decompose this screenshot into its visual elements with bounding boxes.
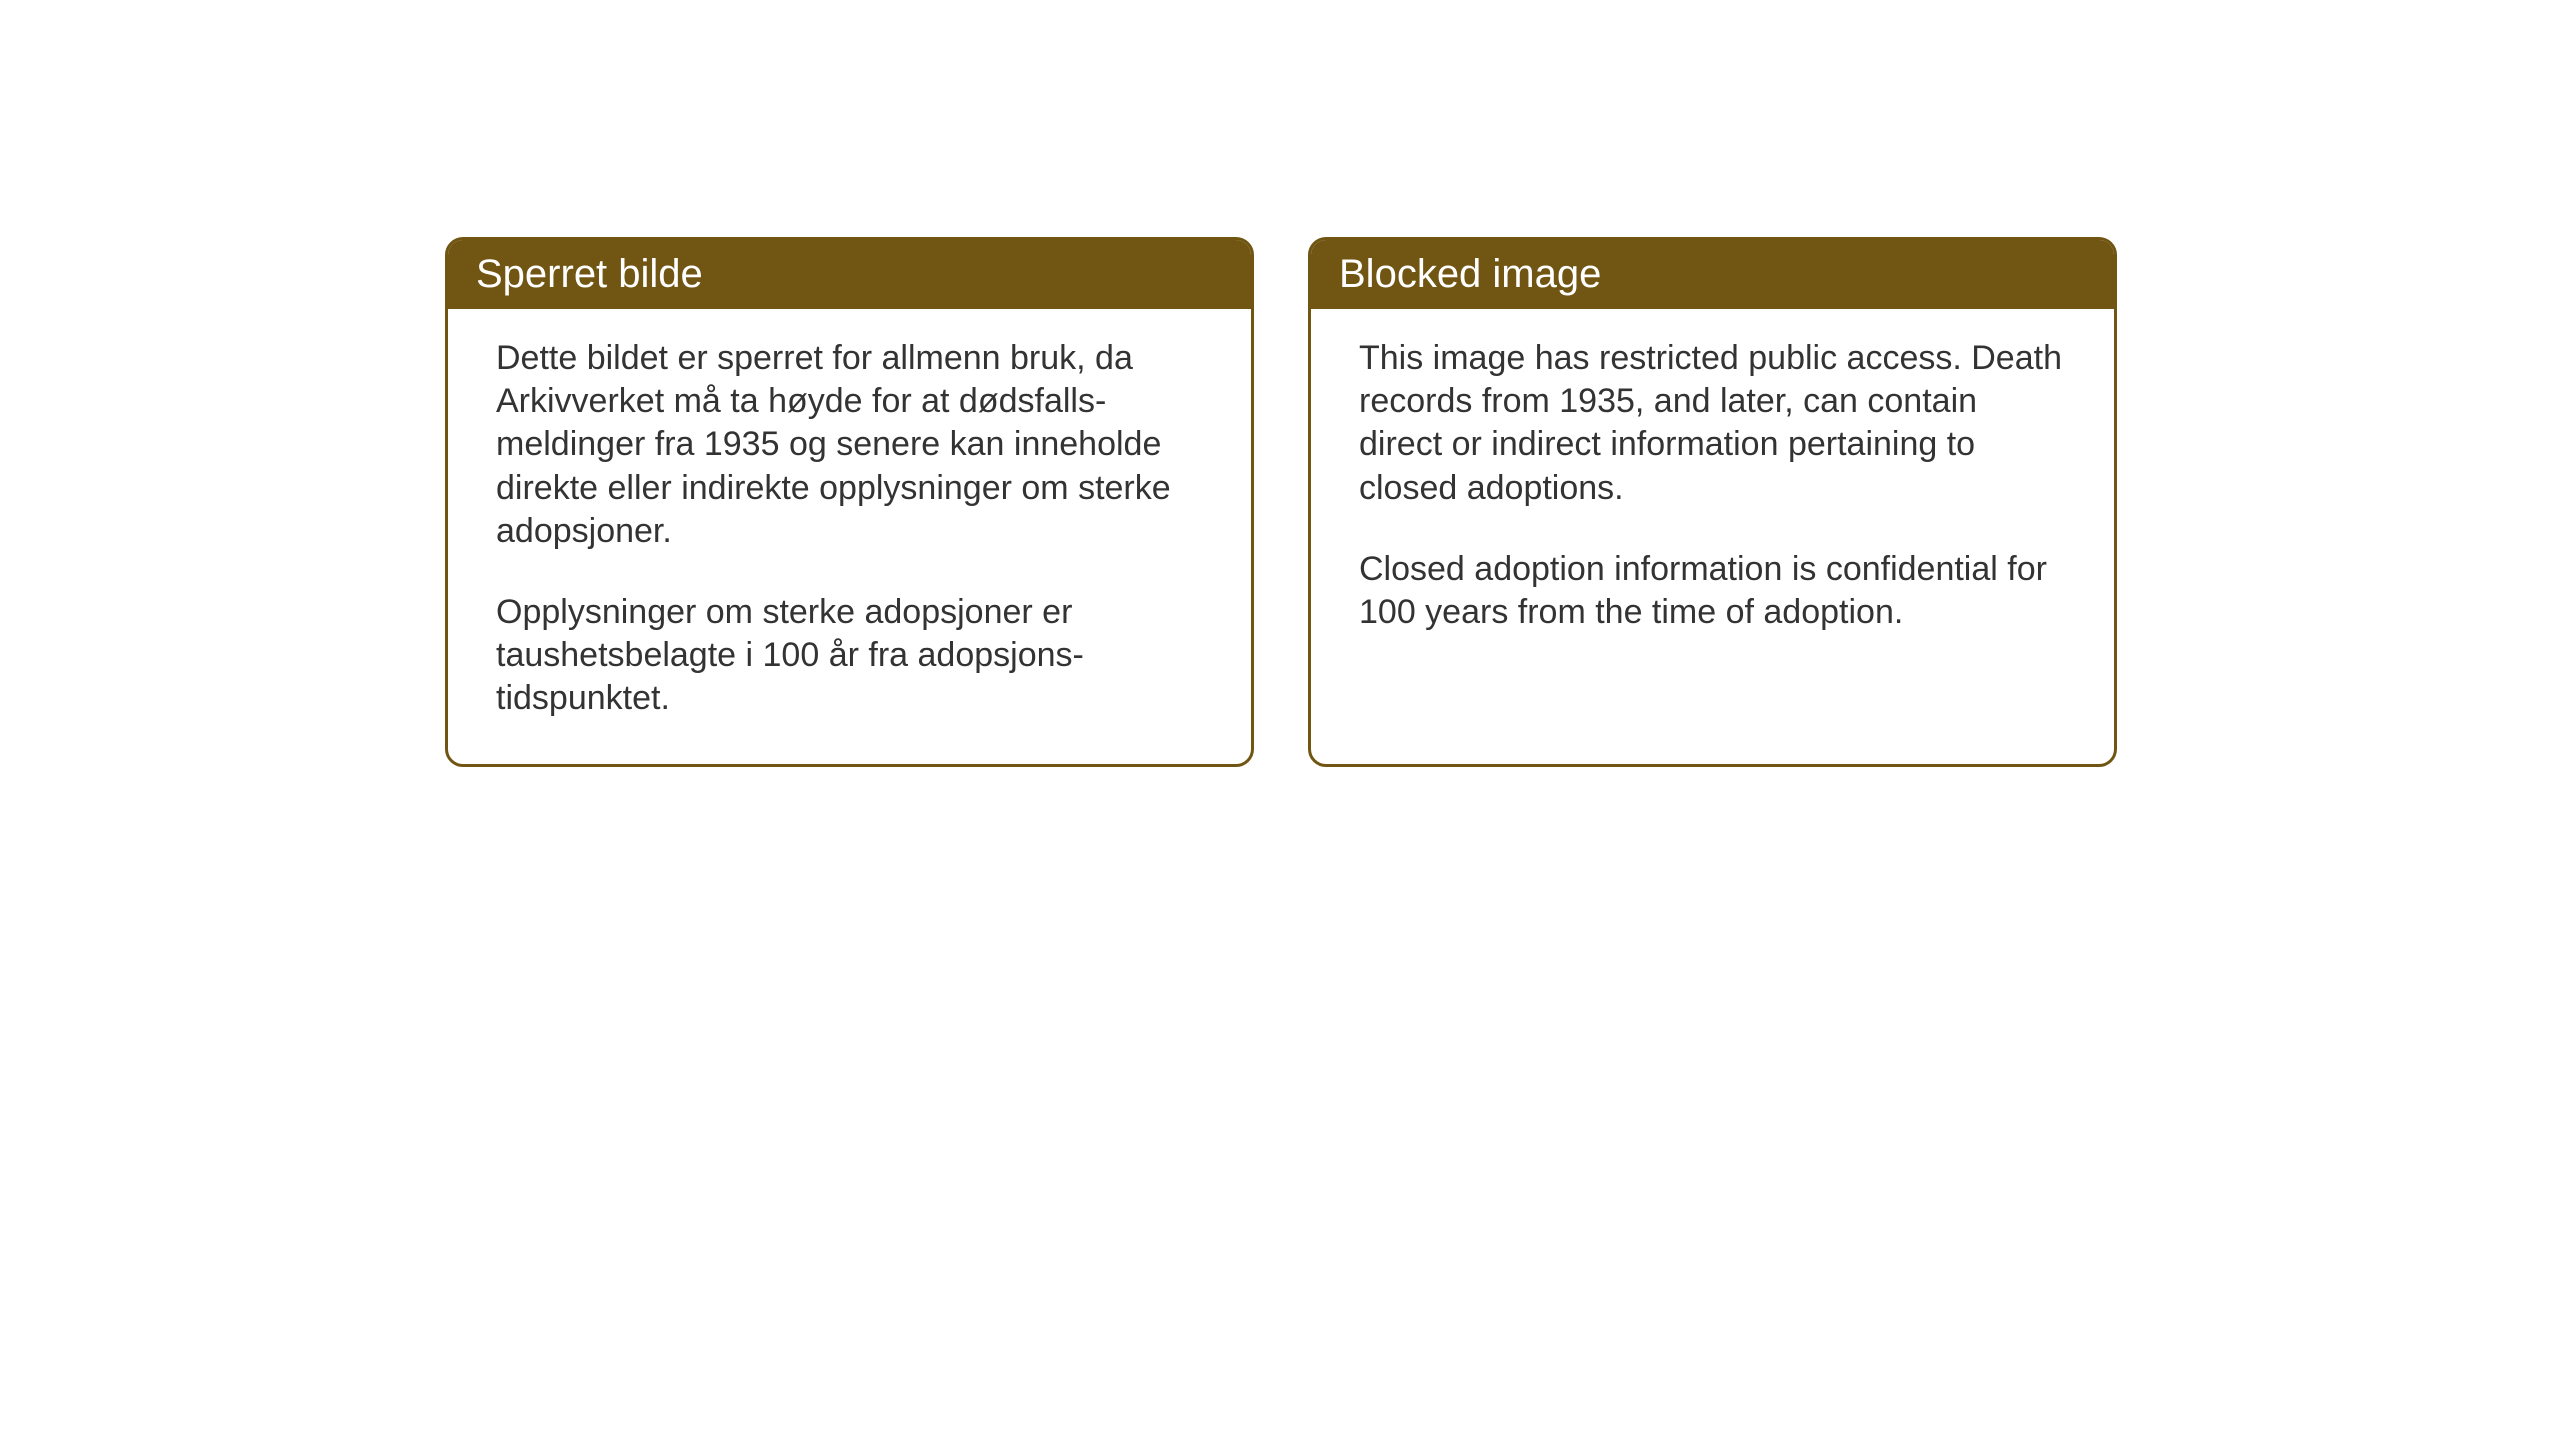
card-header-english: Blocked image bbox=[1311, 240, 2114, 309]
card-paragraph-1-english: This image has restricted public access.… bbox=[1359, 337, 2066, 510]
notice-cards-container: Sperret bilde Dette bildet er sperret fo… bbox=[445, 237, 2117, 767]
card-paragraph-1-norwegian: Dette bildet er sperret for allmenn bruk… bbox=[496, 337, 1203, 553]
card-body-english: This image has restricted public access.… bbox=[1311, 309, 2114, 678]
notice-card-norwegian: Sperret bilde Dette bildet er sperret fo… bbox=[445, 237, 1254, 767]
card-paragraph-2-norwegian: Opplysninger om sterke adopsjoner er tau… bbox=[496, 591, 1203, 721]
card-header-norwegian: Sperret bilde bbox=[448, 240, 1251, 309]
notice-card-english: Blocked image This image has restricted … bbox=[1308, 237, 2117, 767]
card-title-norwegian: Sperret bilde bbox=[476, 252, 703, 296]
card-body-norwegian: Dette bildet er sperret for allmenn bruk… bbox=[448, 309, 1251, 764]
card-title-english: Blocked image bbox=[1339, 252, 1601, 296]
card-paragraph-2-english: Closed adoption information is confident… bbox=[1359, 548, 2066, 634]
